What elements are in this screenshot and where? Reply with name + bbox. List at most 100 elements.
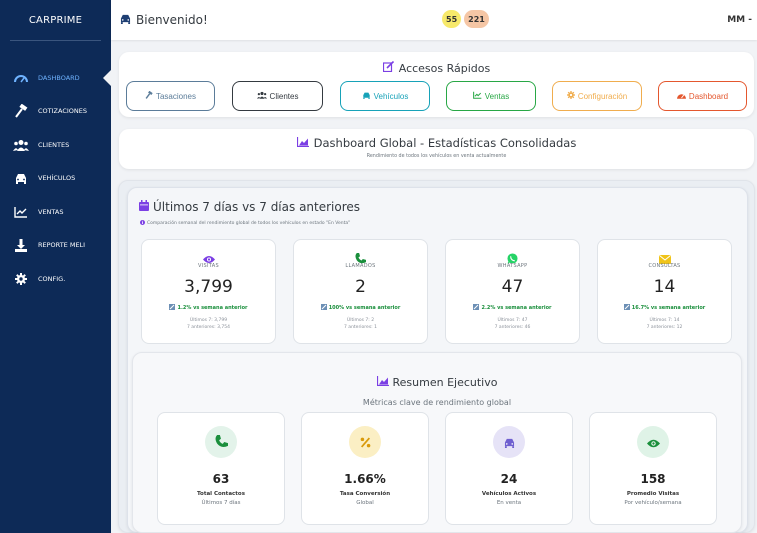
stat-label: WHATSAPP <box>497 263 528 269</box>
stat-trend: 2.2% vs semana anterior <box>446 304 579 312</box>
sidebar-nav: DASHBOARD COTIZACIONES CLIENTES VEHÍCULO… <box>0 61 111 296</box>
button-label: Clientes <box>269 91 299 101</box>
brand-logo[interactable]: CARPRIME <box>28 14 83 26</box>
stat-last: Últimos 7: 3,799 <box>189 318 228 323</box>
stat-value: 47 <box>501 277 524 297</box>
welcome-label: Bienvenido! <box>136 13 208 27</box>
trend-up-icon <box>169 304 176 312</box>
stat-last: Últimos 7: 14 <box>649 318 680 323</box>
divider <box>10 40 101 41</box>
button-label: Vehículos <box>373 91 409 101</box>
badge-orange[interactable]: 221 <box>464 10 489 28</box>
quick-access-label: Accesos Rápidos <box>398 61 491 75</box>
stat-footer: Últimos 7: 3,799 7 anteriores: 3,754 <box>142 317 275 331</box>
stat-card-whatsapp: WHATSAPP 47 2.2% vs semana anterior Últi… <box>445 239 580 344</box>
welcome-text: Bienvenido! <box>119 13 208 27</box>
sidebar-item-vehiculos[interactable]: VEHÍCULOS <box>0 162 111 196</box>
stat-footer: Últimos 7: 14 7 anteriores: 12 <box>598 317 731 331</box>
sidebar-item-config[interactable]: CONFIG. <box>0 262 111 296</box>
trend-up-icon <box>320 304 327 312</box>
stat-last: Últimos 7: 47 <box>497 318 528 323</box>
button-label: Tasaciones <box>155 91 197 101</box>
sidebar-item-label: VENTAS <box>38 207 64 216</box>
global-dashboard-subtitle: Rendimiento de todos los vehículos en ve… <box>366 154 507 159</box>
kpi-label: Total Contactos <box>197 491 245 497</box>
dashboard-button[interactable]: Dashboard <box>658 81 747 111</box>
executive-summary-title: Resumen Ejecutivo <box>132 376 742 389</box>
executive-summary-subtitle: Métricas clave de rendimiento global <box>362 398 512 407</box>
badge-yellow[interactable]: 55 <box>442 10 462 28</box>
sidebar-item-ventas[interactable]: VENTAS <box>0 195 111 229</box>
sidebar-item-reporte-meli[interactable]: REPORTE MELI <box>0 229 111 263</box>
stat-prev: 7 anteriores: 46 <box>494 325 531 330</box>
eye-icon <box>202 249 215 263</box>
kpi-sub: Global <box>356 500 374 506</box>
global-dashboard-title: Dashboard Global - Estadísticas Consolid… <box>119 136 754 150</box>
button-label: Dashboard <box>688 91 729 101</box>
stat-card-consultas: CONSULTAS 14 16.7% vs semana anterior Úl… <box>597 239 732 344</box>
ventas-button[interactable]: Ventas <box>446 81 536 111</box>
stat-trend: 1.2% vs semana anterior <box>142 304 275 312</box>
sidebar-item-cotizaciones[interactable]: COTIZACIONES <box>0 95 111 129</box>
phone-icon <box>215 433 228 452</box>
quick-access-card: Accesos Rápidos <box>119 52 754 117</box>
sidebar-item-label: VEHÍCULOS <box>38 174 76 183</box>
configuracion-button[interactable]: Configuración <box>552 81 642 111</box>
kpi-value: 63 <box>212 472 230 486</box>
kpi-sub: Por vehículo/semana <box>624 500 682 506</box>
button-label: Configuración <box>577 91 628 101</box>
executive-summary-label: Resumen Ejecutivo <box>392 376 498 389</box>
vehiculos-button[interactable]: Vehículos <box>340 81 430 111</box>
eye-icon <box>646 433 660 452</box>
stat-label: CONSULTAS <box>648 263 681 269</box>
global-dashboard-label: Dashboard Global - Estadísticas Consolid… <box>313 136 577 150</box>
phone-icon <box>355 249 366 264</box>
info-icon <box>140 220 145 227</box>
stat-card-visitas: VISITAS 3,799 1.2% vs semana anterior Úl… <box>141 239 276 344</box>
chart-line-icon <box>472 91 482 101</box>
car-icon <box>362 92 371 101</box>
gear-icon <box>566 91 575 101</box>
sidebar: CARPRIME DASHBOARD COTIZACIONES CLIENTES… <box>0 0 111 533</box>
stat-trend-label: 100% vs semana anterior <box>328 305 401 311</box>
stat-trend-label: 2.2% vs semana anterior <box>481 305 552 311</box>
quick-access-title: Accesos Rápidos <box>119 60 754 75</box>
kpi-total-contactos: 63 Total Contactos Últimos 7 días <box>157 412 285 525</box>
sidebar-item-label: CONFIG. <box>38 274 66 283</box>
kpi-tasa-conversion: 1.66% Tasa Conversión Global <box>301 412 429 525</box>
chart-line-icon <box>13 205 29 219</box>
sidebar-item-dashboard[interactable]: DASHBOARD <box>0 61 111 95</box>
stat-card-llamados: LLAMADOS 2 100% vs semana anterior Últim… <box>293 239 428 344</box>
kpi-label: Tasa Conversión <box>339 491 391 497</box>
tasaciones-button[interactable]: Tasaciones <box>126 81 215 111</box>
weekly-note: Comparación semanal del rendimiento glob… <box>140 220 350 227</box>
kpi-label: Promedio Visitas <box>626 491 680 497</box>
sidebar-item-label: COTIZACIONES <box>38 107 87 116</box>
kpi-sub: En venta <box>496 500 522 506</box>
car-icon <box>13 171 29 185</box>
weekly-note-label: Comparación semanal del rendimiento glob… <box>147 221 351 226</box>
kpi-vehiculos-activos: 24 Vehículos Activos En venta <box>445 412 573 525</box>
clientes-button[interactable]: Clientes <box>232 81 323 111</box>
stat-label: VISITAS <box>198 263 219 269</box>
stat-prev: 7 anteriores: 12 <box>646 325 683 330</box>
kpi-promedio-visitas: 158 Promedio Visitas Por vehículo/semana <box>589 412 717 525</box>
stat-value: 3,799 <box>184 277 233 297</box>
global-dashboard-card: Dashboard Global - Estadísticas Consolid… <box>119 129 754 169</box>
stat-prev: 7 anteriores: 1 <box>344 325 377 330</box>
trend-up-icon <box>623 304 630 312</box>
user-menu[interactable]: MM - <box>727 15 752 25</box>
stat-label: LLAMADOS <box>345 263 376 269</box>
chart-area-icon <box>296 136 309 150</box>
stat-footer: Últimos 7: 2 7 anteriores: 1 <box>294 317 427 331</box>
gear-icon <box>13 272 29 286</box>
button-label: Ventas <box>484 91 510 101</box>
stat-value: 14 <box>653 277 676 297</box>
envelope-icon <box>658 249 671 264</box>
kpi-icon-circle <box>205 426 237 458</box>
stat-prev: 7 anteriores: 3,754 <box>187 325 230 330</box>
sidebar-item-label: CLIENTES <box>38 140 70 149</box>
weekly-title-label: Últimos 7 días vs 7 días anteriores <box>153 200 361 214</box>
percent-icon <box>360 433 371 452</box>
sidebar-item-clientes[interactable]: CLIENTES <box>0 128 111 162</box>
